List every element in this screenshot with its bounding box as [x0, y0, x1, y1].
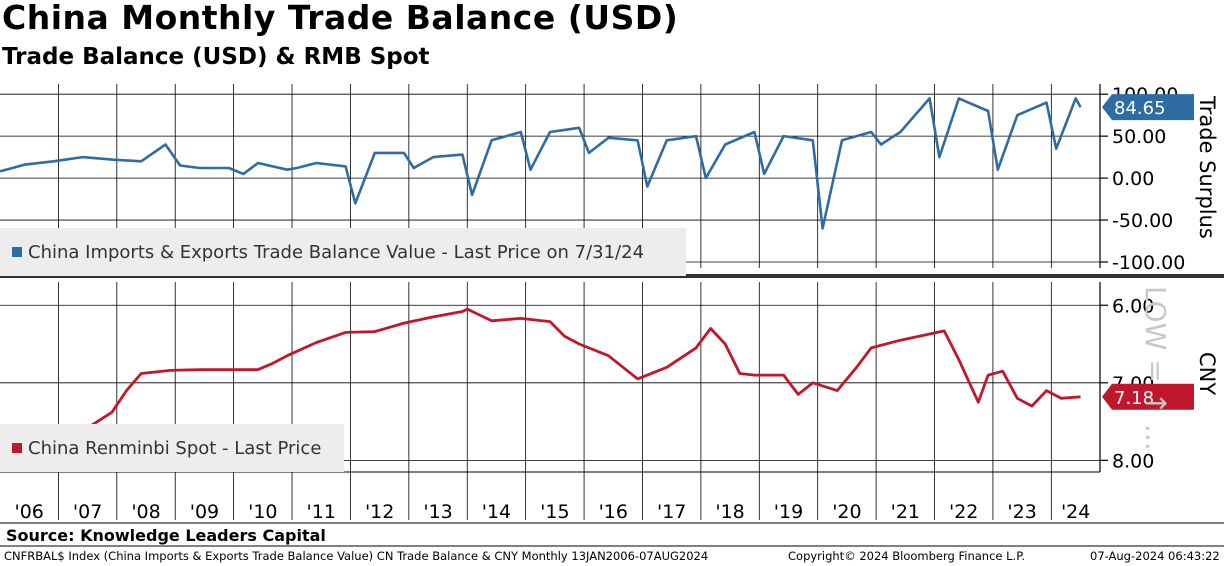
copyright-note: Copyright© 2024 Bloomberg Finance L.P. [788, 549, 1025, 563]
trade-last-value-tag: 84.65 [1102, 94, 1194, 121]
index-description: CNFRBAL$ Index (China Imports & Exports … [4, 549, 709, 563]
x-tick-label: '10 [248, 501, 277, 523]
x-tick-label: '20 [832, 501, 861, 523]
top-y-tick-label: -50.00 [1112, 210, 1173, 232]
rmb-last-value-label: 7.18 [1114, 388, 1154, 409]
trade-legend: China Imports & Exports Trade Balance Va… [0, 228, 686, 276]
x-tick-label: '18 [715, 501, 744, 523]
top-y-tick-label: 0.00 [1112, 168, 1154, 190]
rmb-last-value-tag: 7.18 [1102, 383, 1194, 410]
trade-last-value-label: 84.65 [1114, 98, 1166, 119]
x-tick-label: '16 [599, 501, 628, 523]
top-y-axis-title: Trade Surplus [1195, 95, 1219, 239]
rmb-legend: China Renminbi Spot - Last Price [0, 424, 344, 472]
x-tick-label: '08 [131, 501, 160, 523]
x-tick-label: '23 [1007, 501, 1036, 523]
bottom-y-tick-label: 6.00 [1112, 295, 1154, 317]
x-axis-labels: '06 '07 '08 '09 '10 '11 '12 '13 '14 '15 '16 '17 '18 '… [15, 501, 1091, 523]
trade-balance-series-line [0, 97, 1082, 230]
rmb-legend-swatch [12, 443, 22, 453]
source-note: Source: Knowledge Leaders Capital [6, 526, 326, 545]
panel-frames [0, 84, 1224, 547]
x-tick-label: '14 [482, 501, 511, 523]
x-tick-label: '13 [423, 501, 452, 523]
x-tick-label: '17 [657, 501, 686, 523]
x-tick-label: '15 [540, 501, 569, 523]
top-y-tick-label: 50.00 [1112, 126, 1166, 148]
x-tick-label: '12 [365, 501, 394, 523]
x-tick-label: '19 [774, 501, 803, 523]
rmb-spot-series-line [81, 307, 1081, 433]
x-tick-label: '11 [307, 501, 336, 523]
trade-legend-label: China Imports & Exports Trade Balance Va… [28, 241, 645, 263]
x-tick-label: '06 [15, 501, 44, 523]
x-tick-label: '22 [949, 501, 978, 523]
top-y-tick-label: -100.00 [1112, 252, 1185, 274]
bottom-y-axis-title: CNY [1195, 352, 1219, 395]
timestamp: 07-Aug-2024 06:43:22 [1090, 549, 1220, 563]
inverted-scale-note: LOW = ↑ ... [1139, 286, 1172, 451]
x-tick-label: '09 [190, 501, 219, 523]
trade-legend-swatch [12, 247, 22, 257]
chart-subtitle: Trade Balance (USD) & RMB Spot [2, 44, 430, 70]
rmb-legend-label: China Renminbi Spot - Last Price [28, 437, 322, 459]
bottom-y-tick-label: 8.00 [1112, 450, 1154, 472]
x-tick-label: '24 [1061, 501, 1090, 523]
x-tick-label: '21 [891, 501, 920, 523]
chart-title: China Monthly Trade Balance (USD) [2, 0, 679, 37]
x-tick-label: '07 [73, 501, 102, 523]
